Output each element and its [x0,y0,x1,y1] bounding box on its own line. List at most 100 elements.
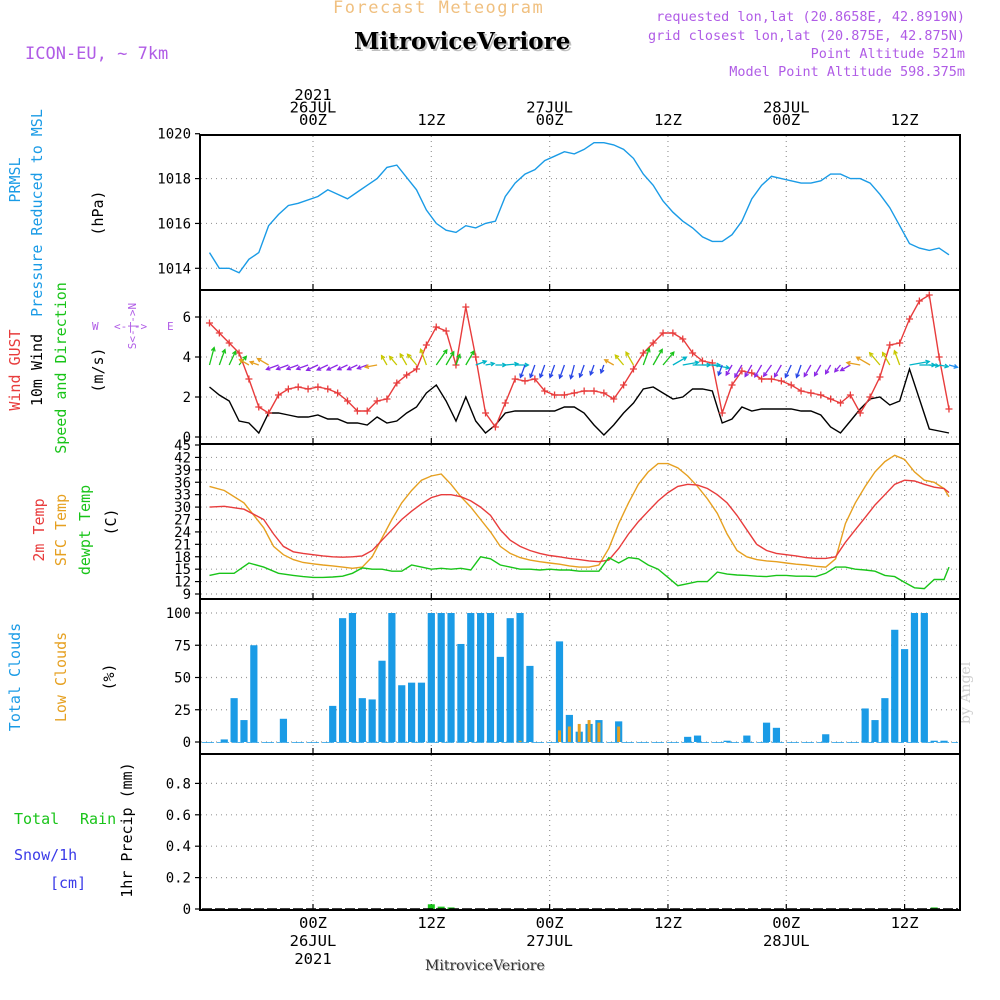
arrow-shaft [306,364,319,371]
arrow-shaft [389,356,398,366]
arrow-head [754,372,759,378]
y-tick-label: 1014 [157,261,191,277]
series-2m-temp [209,479,950,563]
precip-bar [930,907,938,909]
total-cloud-bar [486,613,495,742]
total-cloud-bar [516,613,524,742]
total-cloud-bar [358,698,366,742]
model-point-altitude: Model Point Altitude 598.375m [729,64,965,80]
gust-marker [580,387,588,395]
arrow-head [578,372,584,379]
arrow-shaft [856,356,871,366]
wind-direction-arrow [305,364,319,372]
total-cloud-bar [693,735,702,742]
total-cloud-bar [368,699,376,742]
gust-marker [777,377,785,385]
x-tick-label-top: 00Z [536,111,564,129]
wind-direction-arrow [813,364,822,377]
wind-direction-arrow [734,364,743,379]
wind-direction-arrow [795,364,802,379]
wind-direction-arrow [712,364,731,370]
arrow-shaft [869,352,881,366]
gust-marker [324,385,332,393]
arrow-head [336,365,342,371]
wind-direction-arrow [672,356,688,366]
arrow-shaft [239,359,250,366]
gust-marker [639,349,647,357]
total-cloud-bar [398,685,406,742]
arrow-head [558,374,564,380]
wind-direction-arrow [495,362,508,368]
arrow-shaft [296,364,309,370]
x-tick-label-bottom: 12Z [417,914,445,932]
total-cloud-bar [555,641,564,742]
arrow-shaft [485,362,495,366]
gust-marker [501,399,509,407]
y-tick-label: 45 [174,438,191,454]
y-tick-label: 75 [174,638,191,654]
wind-direction-arrow [208,346,216,366]
arrow-head [925,359,931,365]
point-altitude: Point Altitude 521m [810,46,965,62]
y-tick-label: 12 [174,575,191,591]
y-tick-label: 1016 [157,216,191,232]
gust-marker [689,349,697,357]
gust-marker [560,391,568,399]
arrow-shaft [803,364,812,377]
gust-marker [837,399,845,407]
wind-direction-arrow [855,356,871,366]
y-tick-label: 1020 [157,127,191,143]
gust-marker [827,395,835,403]
arrow-head [845,360,851,366]
y-tick-label: 30 [174,500,191,516]
arrow-shaft [445,351,455,366]
y-tick-label: 0 [183,735,191,751]
gust-marker [738,367,746,375]
arrow-head [855,356,861,361]
wind-direction-arrow [578,364,585,379]
arrow-head [944,363,950,369]
wind-direction-arrow [256,357,269,366]
label-rain: Rain [80,810,116,828]
gust-marker [235,349,243,357]
wind-direction-arrow [744,364,753,378]
gust-marker [284,385,292,393]
x-tick-label-bottom: 28JUL [763,932,810,950]
arrow-head [682,356,688,361]
arrow-head [589,370,594,377]
arrow-shaft [228,350,237,366]
x-tick-label-top: 12Z [417,111,445,129]
arrow-shaft [286,364,299,370]
y-tick-label: 0.2 [166,871,191,887]
series-wind-gust [209,293,950,429]
compass-w: W [92,320,99,333]
arrow-shaft [682,361,699,366]
arrow-head [694,360,700,366]
arrow-shaft [266,364,279,370]
wind-direction-arrow [336,364,348,371]
label-celsius: (C) [102,508,120,535]
wind-direction-arrow [909,359,931,366]
arrow-shaft [929,364,939,367]
arrow-head [442,348,448,354]
wind-direction-arrow [569,364,575,380]
total-cloud-bar [457,643,465,742]
total-cloud-bar [467,613,475,742]
arrow-head [625,351,630,357]
label-speed-direction: Speed and Direction [52,282,70,454]
wind-direction-arrow [773,364,782,378]
arrow-shaft [614,354,625,366]
x-tick-label-bottom: 27JUL [526,932,573,950]
arrow-head [221,348,227,354]
requested-coords: requested lon,lat (20.8658E, 42.8919N) [656,9,965,25]
arrow-shaft [420,348,428,366]
wind-direction-arrow [519,364,526,379]
low-cloud-bar [587,720,591,742]
x-tick-label-top: 12Z [891,111,919,129]
series-10m-wind [209,366,950,436]
arrow-shaft [725,364,733,376]
arrow-head [275,365,281,371]
arrow-head [524,362,530,368]
total-cloud-bar [329,705,337,742]
arrow-shaft [734,364,743,378]
